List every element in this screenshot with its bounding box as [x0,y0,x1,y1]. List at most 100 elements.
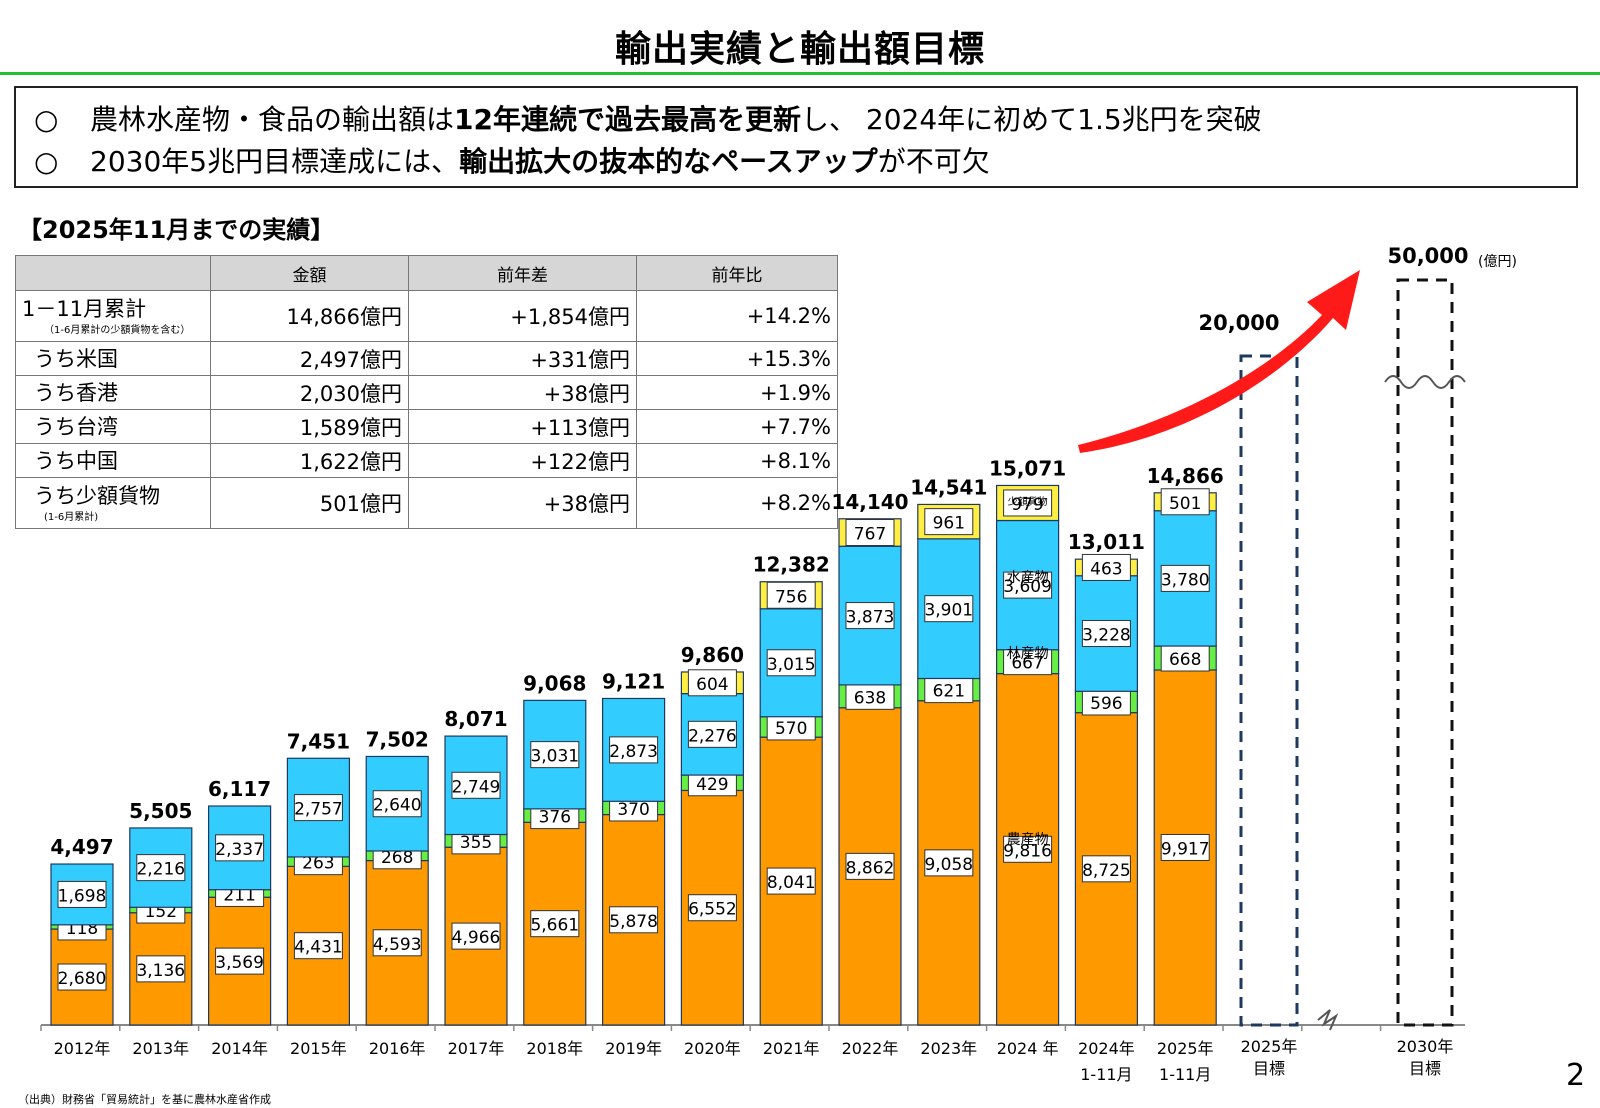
row-label: 1－11月累計 [22,296,147,321]
data-label-box [924,849,974,877]
data-label: 3,609 [1003,577,1052,597]
data-label: 621 [933,682,965,702]
data-label: 2,337 [215,840,264,860]
row-label-cell: 1－11月累計 （1-6月累計の少額貨物を含む） [15,290,211,342]
data-label-box [372,929,422,957]
data-label-box [924,676,974,704]
data-label-box [372,790,422,818]
data-label: 5,661 [530,916,579,936]
category-label: 1-11月 [1159,1065,1211,1084]
data-label: 9,816 [1003,841,1052,861]
circle-marker: ○ [34,145,59,178]
data-label-box [1003,648,1053,676]
growth-arrow-icon [1078,270,1360,453]
data-label: 3,015 [767,655,816,675]
data-label-box [1160,564,1210,592]
data-label: 3,901 [924,601,973,621]
row-sublabel: （1-6月累計の少額貨物を含む） [44,324,191,336]
total-label: 9,068 [523,671,586,695]
row-label-cell: うち中国 [15,443,211,478]
total-label: 9,860 [681,643,744,667]
data-label: 767 [854,525,886,545]
data-label: 1,698 [58,886,107,906]
data-label-box [766,649,816,677]
data-label: 8,862 [846,858,895,878]
data-label: 5,878 [609,912,658,932]
data-label-box [845,682,895,710]
data-label: 4,431 [294,938,343,958]
row-label: うち台湾 [34,414,118,439]
data-label: 268 [381,848,413,868]
table-header [15,255,211,291]
data-label-box [293,932,343,960]
category-label: 2024年 [1078,1039,1135,1058]
row-label: うち米国 [34,346,118,371]
data-label: 570 [775,719,807,739]
row-label-cell: うち台湾 [15,409,211,444]
total-label: 9,121 [602,669,665,693]
data-label-box [1003,571,1053,599]
summary-text: 農林水産物・食品の輸出額は [90,103,455,136]
cell-amount: 2,497億円 [210,341,409,376]
data-label: 3,569 [215,953,264,973]
data-label-box [1081,553,1131,581]
data-label-box [451,771,501,799]
total-label: 5,505 [129,799,192,823]
data-label: 2,276 [688,726,737,746]
cell-ratio: +1.9% [636,375,838,410]
data-label: 961 [933,514,965,534]
category-label: 2024 年 [997,1039,1059,1058]
total-label: 12,382 [753,553,830,577]
data-label: 667 [1011,654,1043,674]
data-label: 3,136 [136,961,185,981]
data-label-box [215,834,265,862]
data-label-box [687,720,737,748]
row-label: うち少額貨物 [34,483,160,508]
table-header: 前年差 [408,255,637,291]
page-number: 2 [1566,1058,1586,1093]
unit-label: (億円) [1478,254,1517,270]
target-category-label: 2030年 [1397,1037,1454,1056]
table-row: 1－11月累計 （1-6月累計の少額貨物を含む） 14,866億円 +1,854億円 +… [15,290,838,342]
page-title: 輸出実績と輸出額目標 [614,29,985,70]
data-label: 2,873 [609,742,658,762]
section-title: 【2025年11月までの実績】 [18,216,335,244]
data-label-box [924,595,974,623]
data-label-box [1160,488,1210,516]
data-label: 355 [460,833,492,853]
data-label: 3,873 [846,608,895,628]
category-label: 2020年 [684,1039,741,1058]
data-label: 3,031 [530,747,579,767]
cell-ratio: +7.7% [636,409,838,444]
category-label: 2022年 [842,1039,899,1058]
cell-diff: +1,854億円 [408,290,637,342]
data-label: 668 [1169,650,1201,670]
data-label: 8,725 [1082,861,1131,881]
data-label-box [57,963,107,991]
target-bar-2025 [1239,354,1299,1027]
data-label: 8,041 [767,873,816,893]
table-header: 金額 [210,255,409,291]
data-label-box [1003,835,1053,863]
target-category-label: 目標 [1253,1059,1285,1078]
data-label: 6,552 [688,900,737,920]
data-label-box [136,955,186,983]
total-label: 7,451 [287,729,350,753]
data-label: 4,593 [373,935,422,955]
data-label-box [845,519,895,547]
target-category-label: 目標 [1409,1059,1441,1078]
cell-ratio: +14.2% [636,290,838,342]
category-label: 2012年 [54,1039,111,1058]
data-label: 370 [617,800,649,820]
data-label: 756 [775,587,807,607]
table-row: うち中国 1,622億円 +122億円 +8.1% [15,443,838,478]
data-label-box [136,854,186,882]
summary-box: ○ 農林水産物・食品の輸出額は12年連続で過去最高を更新し、 2024年に初めて1… [14,86,1578,188]
data-label-box [1160,833,1210,861]
table-row: うち少額貨物 (1-6月累計) 501億円 +38億円 +8.2% [15,477,838,529]
data-label-box [1081,688,1131,716]
table-header-row: 金額 前年差 前年比 [15,255,838,291]
category-label: 2013年 [132,1039,189,1058]
data-label-box [293,794,343,822]
summary-text: が不可欠 [877,145,990,178]
